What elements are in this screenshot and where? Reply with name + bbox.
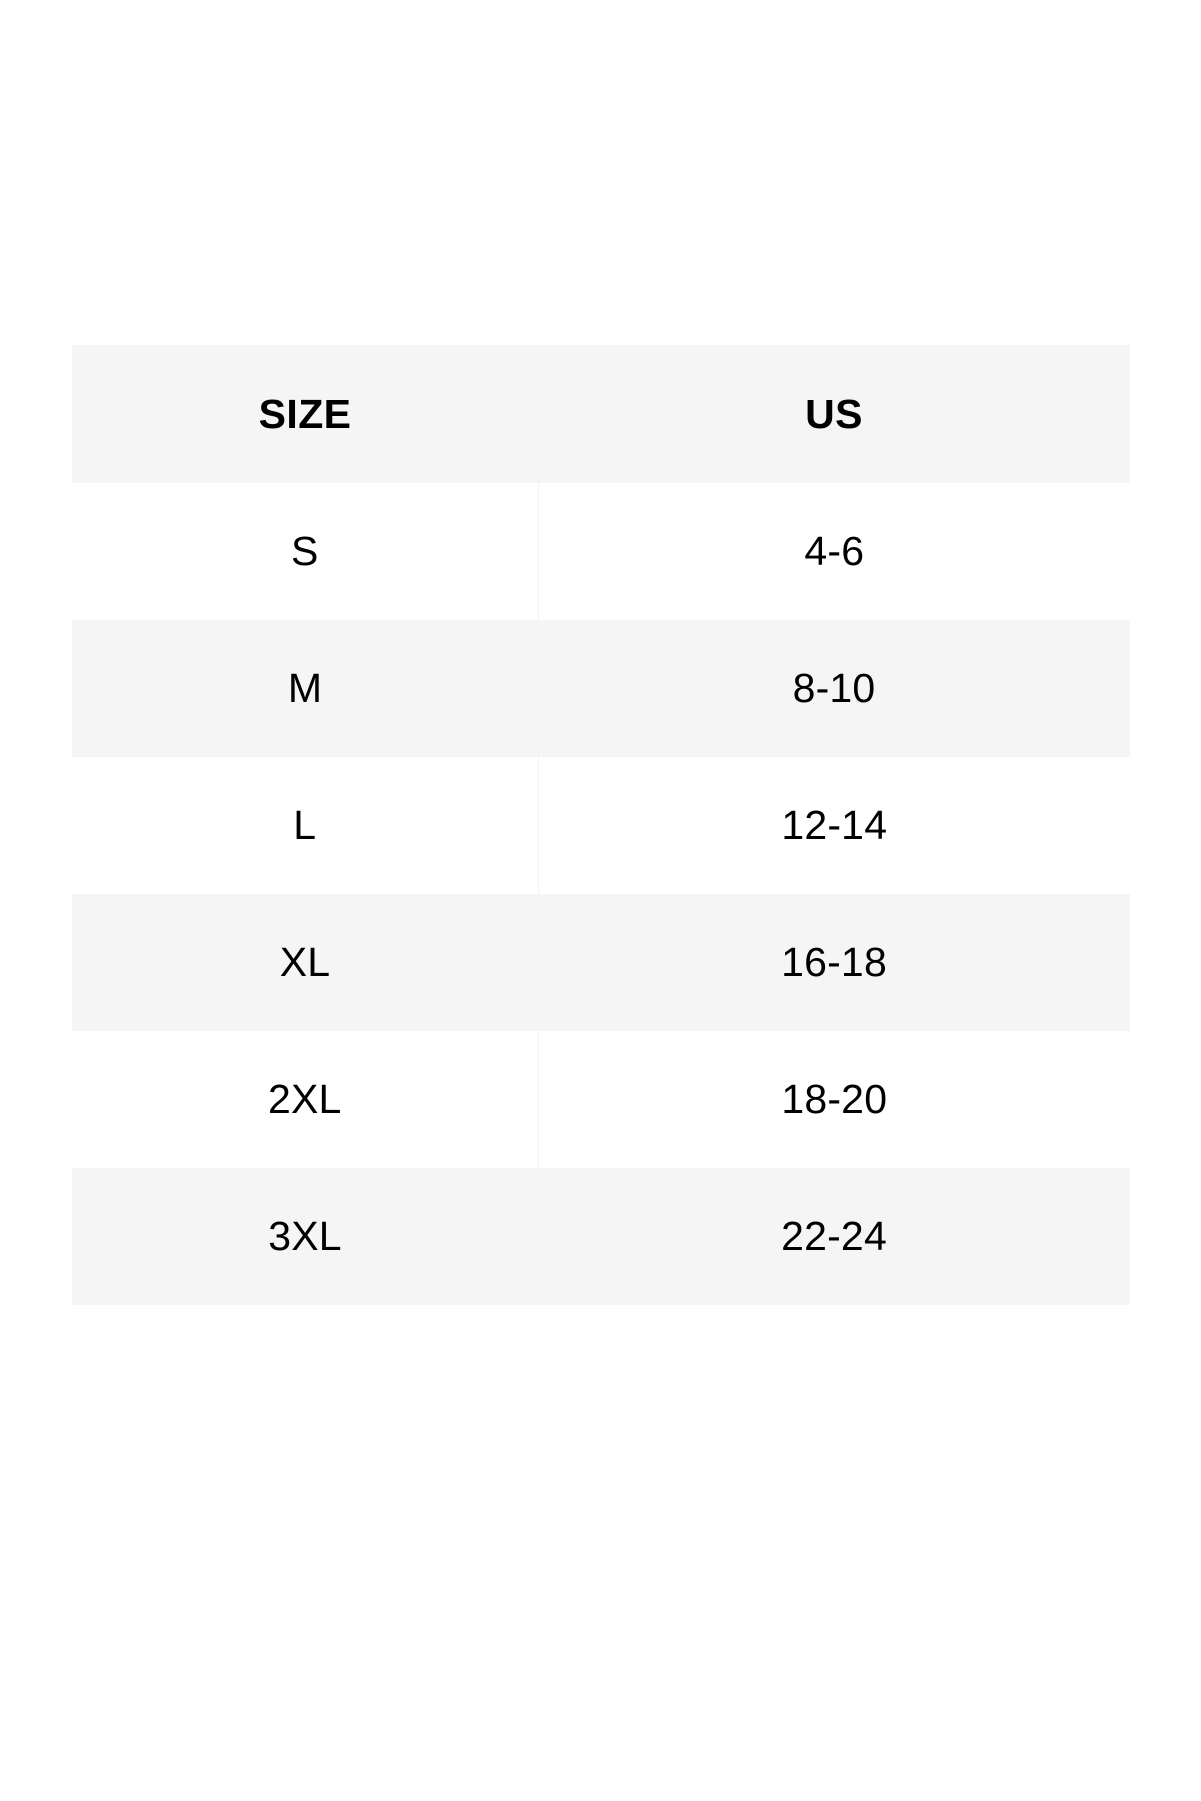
size-chart-body: S 4-6 M 8-10 L 12-14 XL 16-18 2XL 18-20 … <box>72 483 1130 1305</box>
table-row: 2XL 18-20 <box>72 1031 1130 1168</box>
size-chart-header: SIZE US <box>72 345 1130 483</box>
column-header-us: US <box>805 390 863 437</box>
cell-size: S <box>72 483 539 620</box>
table-row: M 8-10 <box>72 620 1130 757</box>
cell-size: M <box>287 665 323 711</box>
cell-us: 12-14 <box>781 802 888 848</box>
column-header-size: SIZE <box>258 390 352 437</box>
size-chart-table: SIZE US S 4-6 M 8-10 L 12-14 XL 16-18 2 <box>72 345 1130 1305</box>
cell-us: 22-24 <box>781 1213 887 1259</box>
table-row: L 12-14 <box>72 757 1130 894</box>
table-row: XL 16-18 <box>72 894 1130 1031</box>
table-header-row: SIZE US <box>72 345 1130 483</box>
table-row: S 4-6 <box>72 483 1130 620</box>
cell-size: 3XL <box>268 1213 342 1259</box>
cell-us: 8-10 <box>792 665 876 711</box>
cell-us: 4-6 <box>804 528 865 574</box>
cell-size: XL <box>279 939 331 985</box>
table-row: 3XL 22-24 <box>72 1168 1130 1305</box>
cell-size: 2XL <box>72 1031 539 1168</box>
cell-us: 16-18 <box>781 939 887 985</box>
cell-size: L <box>72 757 539 894</box>
cell-us: 18-20 <box>781 1076 888 1122</box>
